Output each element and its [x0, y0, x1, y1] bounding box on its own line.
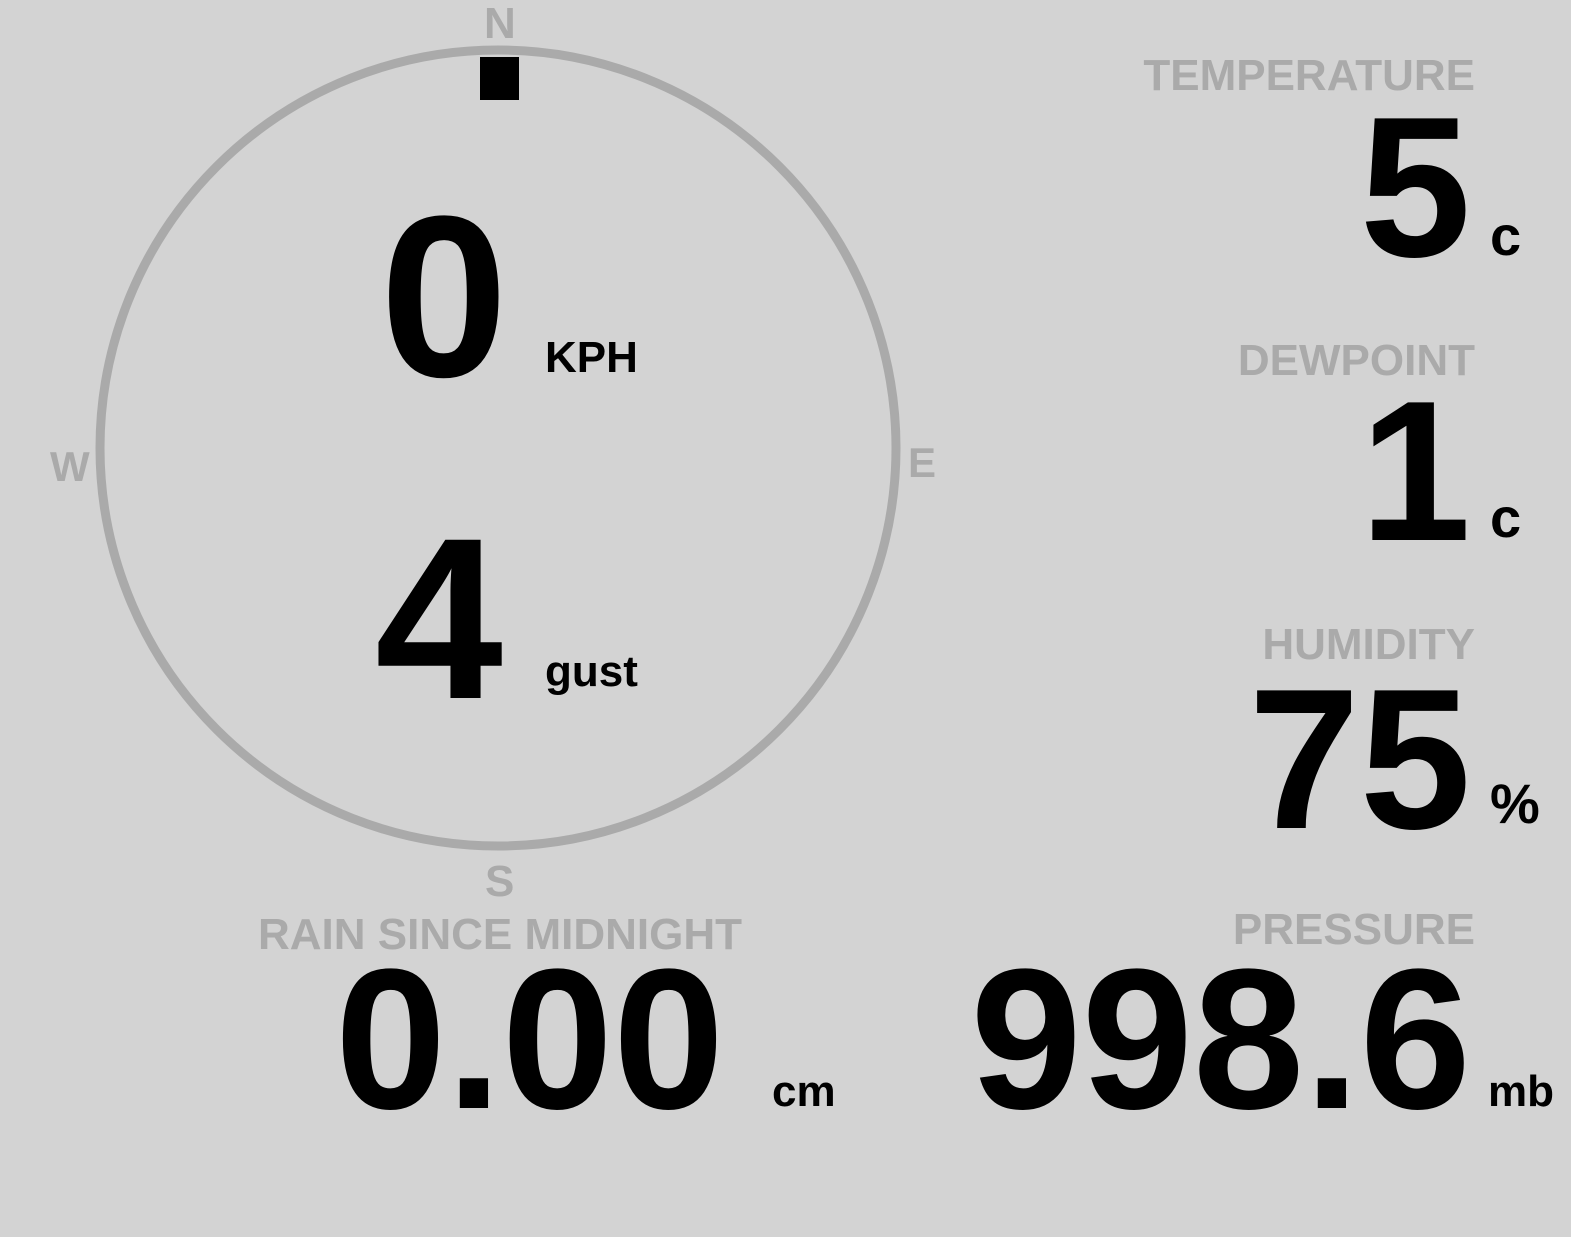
pressure-label: PRESSURE — [1232, 905, 1475, 954]
compass-ring — [95, 45, 901, 851]
rain-label: RAIN SINCE MIDNIGHT — [258, 910, 742, 959]
humidity-unit: % — [1490, 772, 1540, 835]
compass-south-label: S — [485, 857, 515, 906]
wind-gust-unit: gust — [545, 647, 638, 696]
compass-north-label: N — [484, 0, 516, 48]
pressure-unit: mb — [1488, 1067, 1554, 1116]
temperature-label: TEMPERATURE — [1143, 51, 1475, 100]
dewpoint-label: DEWPOINT — [1237, 336, 1475, 385]
humidity-value: 75 — [1248, 648, 1471, 871]
humidity-label: HUMIDITY — [1262, 620, 1475, 669]
dewpoint-unit: c — [1490, 486, 1522, 549]
temperature-unit: c — [1490, 204, 1522, 267]
temperature-value: 5 — [1359, 76, 1471, 299]
pressure-value: 998.6 — [970, 928, 1472, 1151]
compass-east-label: E — [908, 439, 937, 486]
wind-speed-unit: KPH — [545, 333, 638, 382]
wind-gust-value: 4 — [375, 490, 503, 747]
wind-direction-marker-icon — [480, 57, 519, 100]
dewpoint-value: 1 — [1359, 360, 1471, 583]
compass-west-label: W — [50, 443, 90, 490]
rain-unit: cm — [772, 1067, 836, 1116]
compass-dial — [95, 45, 901, 851]
rain-value: 0.00 — [335, 928, 725, 1151]
wind-speed-value: 0 — [380, 168, 508, 425]
